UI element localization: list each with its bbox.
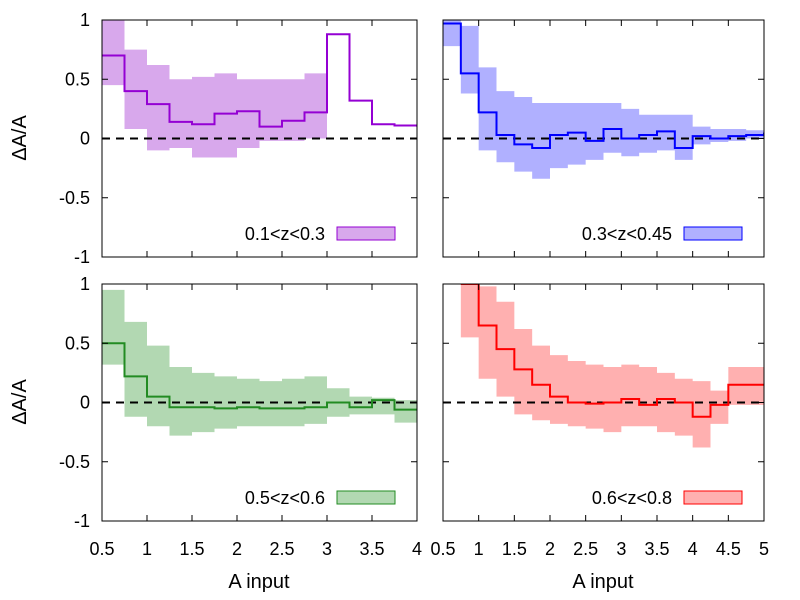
series-line [102,342,417,411]
y-axis-label-bottom: ΔA/A [9,379,31,425]
y-tick-label: 0 [80,393,90,413]
x-tick-label: 3.5 [359,539,384,559]
x-axis-label-left: A input [228,571,290,593]
uncertainty-band [460,284,764,448]
y-tick-label: 0 [80,129,90,149]
uncertainty-band [102,20,327,158]
uncertainty-band [443,20,764,179]
legend-label: 0.6<z<0.8 [592,488,672,508]
y-tick-label: 1 [80,274,90,294]
x-axis-label-right: A input [572,571,634,593]
x-tick-label: 5 [759,539,769,559]
y-tick-label: 0.5 [65,69,90,89]
x-tick-label: 2.5 [573,539,598,559]
series-line [102,33,417,128]
series-line [460,284,764,418]
x-tick-label: 1 [142,539,152,559]
legend-label: 0.3<z<0.45 [582,224,672,244]
x-tick-label: 4 [688,539,698,559]
panel-0-3-z-0-45: 0.3<z<0.45 [442,19,765,258]
x-tick-label: 3 [322,539,332,559]
legend-swatch [683,226,743,241]
uncertainty-band [102,289,417,436]
y-tick-label: -1 [74,511,90,531]
x-tick-label: 1.5 [502,539,527,559]
x-tick-label: 1 [474,539,484,559]
x-tick-label: 2 [545,539,555,559]
y-axis-label-top: ΔA/A [9,115,31,161]
legend-label: 0.5<z<0.6 [245,488,325,508]
panel-0-1-z-0-3: 1 0.5 0 -0.5 -1 0.1<z<0.3 [59,10,418,267]
x-tick-label: 2.5 [269,539,294,559]
legend-label: 0.1<z<0.3 [245,224,325,244]
x-tick-label: 3.5 [644,539,669,559]
legend-swatch [336,226,396,241]
x-tick-label: 0.5 [89,539,114,559]
panel-0-6-z-0-8: 0.5 1 1.5 2 2.5 3 3.5 4 4.5 5 0.6<z<0.8 [430,283,769,559]
x-tick-label: 1.5 [179,539,204,559]
x-tick-label: 0.5 [430,539,455,559]
y-tick-label: 0.5 [65,333,90,353]
series-line [443,22,764,149]
x-tick-label: 3 [616,539,626,559]
legend-swatch [683,490,743,505]
x-tick-label: 4.5 [716,539,741,559]
x-tick-label: 2 [232,539,242,559]
y-tick-label: -0.5 [59,188,90,208]
panel-0-5-z-0-6: 1 0.5 0 -0.5 -1 0.5 1 1.5 2 2.5 3 3.5 4 0.5<z<0.6 [59,274,422,559]
y-tick-label: 1 [80,10,90,30]
x-tick-label: 4 [412,539,422,559]
legend-swatch [336,490,396,505]
y-tick-label: -0.5 [59,452,90,472]
y-tick-label: -1 [74,247,90,267]
